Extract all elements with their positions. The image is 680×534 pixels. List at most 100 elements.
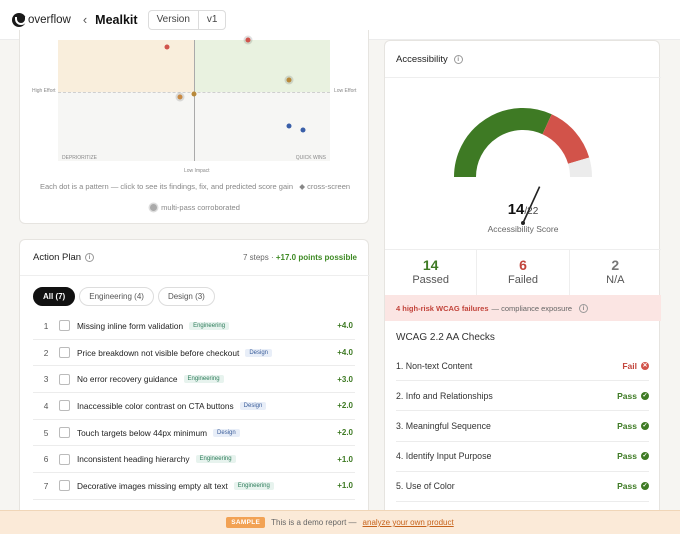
banner-text: This is a demo report — bbox=[271, 518, 357, 527]
sample-badge: SAMPLE bbox=[226, 517, 266, 528]
check-icon: ✓ bbox=[641, 391, 649, 400]
row-number: 5 bbox=[43, 427, 49, 438]
multipass-dot-icon bbox=[150, 204, 158, 211]
row-number: 3 bbox=[43, 374, 49, 385]
wcag-check-row[interactable]: 4. Identify Input Purpose Pass ✓ bbox=[396, 442, 649, 472]
check-status-text: Fail bbox=[622, 360, 637, 371]
risk-alert-text: — compliance exposure bbox=[491, 303, 572, 313]
row-tag: Engineering bbox=[233, 481, 274, 490]
analyze-own-product-link[interactable]: analyze your own product bbox=[362, 518, 454, 527]
matrix-vertical-axis bbox=[194, 40, 195, 161]
version-value[interactable]: v1 bbox=[197, 9, 226, 30]
row-checkbox[interactable] bbox=[59, 480, 70, 492]
checks-title: WCAG 2.2 AA Checks bbox=[396, 332, 495, 343]
row-checkbox[interactable] bbox=[59, 320, 70, 332]
row-checkbox[interactable] bbox=[59, 427, 70, 439]
logo-icon bbox=[12, 12, 27, 27]
table-row[interactable]: 2 Price breakdown not visible before chec… bbox=[33, 340, 355, 367]
row-points: +4.0 bbox=[337, 321, 353, 331]
row-number: 2 bbox=[43, 347, 49, 358]
info-icon[interactable]: i bbox=[85, 253, 95, 262]
label-deprioritize: DEPRIORITIZE bbox=[62, 155, 98, 161]
action-plan-header: Action Plan i 7 steps · +17.0 points pos… bbox=[20, 240, 370, 276]
row-tag: Design bbox=[239, 401, 267, 410]
priority-matrix-card: DEPRIORITIZE QUICK WINS High Effort Low … bbox=[19, 30, 369, 224]
check-icon: ✓ bbox=[641, 482, 649, 491]
gauge-passed-arc bbox=[454, 108, 552, 178]
check-status-text: Pass bbox=[617, 420, 637, 431]
wcag-check-row[interactable]: 2. Info and Relationships Pass ✓ bbox=[396, 381, 649, 412]
priority-matrix: DEPRIORITIZE QUICK WINS bbox=[58, 37, 330, 161]
check-status: Pass ✓ bbox=[617, 451, 649, 461]
table-row[interactable]: 4 Inaccessible color contrast on CTA butt… bbox=[33, 393, 355, 420]
stat-value: 2 bbox=[611, 257, 620, 273]
pattern-dot[interactable] bbox=[286, 123, 292, 129]
logo[interactable]: overflow bbox=[12, 12, 71, 27]
label-quick-wins: QUICK WINS bbox=[295, 155, 326, 161]
accessibility-score: 14/22 bbox=[385, 201, 661, 218]
wcag-check-row[interactable]: 3. Meaningful Sequence Pass ✓ bbox=[396, 411, 649, 442]
info-icon[interactable]: i bbox=[579, 303, 588, 313]
row-checkbox[interactable] bbox=[59, 453, 70, 465]
row-tag: Design bbox=[213, 428, 240, 437]
row-tag: Design bbox=[245, 348, 273, 357]
logo-text: overflow bbox=[28, 13, 71, 26]
row-number: 7 bbox=[43, 480, 49, 491]
row-points: +3.0 bbox=[337, 374, 353, 384]
stat-value: 14 bbox=[422, 257, 439, 273]
gauge-needle bbox=[522, 186, 541, 224]
multipass-legend-text: multi-pass corroborated bbox=[161, 203, 240, 212]
row-points: +4.0 bbox=[337, 348, 353, 358]
row-title: Touch targets below 44px minimum bbox=[77, 427, 208, 438]
row-points: +1.0 bbox=[337, 481, 353, 491]
table-row[interactable]: 6 Inconsistent heading hierarchy Engineeri… bbox=[33, 446, 355, 474]
check-status: Pass ✓ bbox=[617, 421, 649, 431]
version-label: Version bbox=[156, 13, 190, 25]
version-selector[interactable]: Version v1 bbox=[147, 9, 227, 30]
axis-label-high-effort: High Effort bbox=[32, 88, 56, 94]
tab-filter[interactable]: Design (3) bbox=[157, 287, 215, 306]
pattern-dot[interactable] bbox=[164, 44, 170, 50]
accessibility-gauge bbox=[454, 108, 592, 225]
tab-filter[interactable]: All (7) bbox=[33, 287, 76, 306]
check-label: 1. Non-text Content bbox=[396, 360, 473, 371]
row-title: Missing inline form validation bbox=[77, 320, 184, 331]
check-icon: ✓ bbox=[641, 421, 649, 430]
pattern-dot[interactable] bbox=[177, 94, 183, 100]
row-checkbox[interactable] bbox=[59, 400, 70, 412]
table-row[interactable]: 5 Touch targets below 44px minimum Design +… bbox=[33, 420, 355, 447]
back-chevron-icon[interactable]: ‹ bbox=[82, 12, 88, 27]
action-plan-card: Action Plan i 7 steps · +17.0 points pos… bbox=[19, 239, 370, 529]
check-icon: ✓ bbox=[641, 452, 649, 461]
table-row[interactable]: 7 Decorative images missing empty alt tex… bbox=[33, 473, 355, 500]
pattern-dot[interactable] bbox=[300, 127, 306, 133]
pattern-dot[interactable] bbox=[286, 77, 292, 83]
quadrant-bottom-left bbox=[58, 92, 194, 161]
multipass-legend: multi-pass corroborated bbox=[20, 203, 370, 212]
check-status-text: Pass bbox=[617, 481, 637, 492]
wcag-checks-list: 1. Non-text Content Fail ✕ 2. Info and Rela… bbox=[396, 351, 649, 502]
row-checkbox[interactable] bbox=[59, 373, 70, 385]
table-row[interactable]: 3 No error recovery guidance Engineering +3… bbox=[33, 366, 355, 394]
table-row[interactable]: 1 Missing inline form validation Engineeri… bbox=[33, 313, 355, 340]
stat-label: Passed bbox=[412, 274, 450, 286]
stat-value: 6 bbox=[519, 257, 527, 273]
row-points: +2.0 bbox=[337, 401, 353, 411]
pattern-dot[interactable] bbox=[245, 37, 251, 43]
score-total: /22 bbox=[524, 206, 539, 217]
quadrant-top-right bbox=[194, 40, 330, 92]
wcag-check-row[interactable]: 5. Use of Color Pass ✓ bbox=[396, 472, 649, 502]
action-plan-summary: 7 steps · +17.0 points possible bbox=[243, 253, 357, 262]
pattern-dot[interactable] bbox=[191, 91, 197, 97]
project-name: Mealkit bbox=[95, 12, 138, 27]
info-icon[interactable]: i bbox=[453, 54, 463, 64]
check-status-text: Pass bbox=[617, 451, 637, 462]
risk-alert-strong: 4 high-risk WCAG failures bbox=[396, 303, 489, 313]
check-status: Pass ✓ bbox=[617, 391, 649, 401]
check-label: 3. Meaningful Sequence bbox=[396, 420, 491, 431]
row-checkbox[interactable] bbox=[59, 347, 70, 359]
tab-filter[interactable]: Engineering (4) bbox=[79, 287, 154, 306]
gauge-failed-arc bbox=[542, 114, 590, 165]
wcag-check-row[interactable]: 1. Non-text Content Fail ✕ bbox=[396, 351, 649, 382]
check-status: Fail ✕ bbox=[622, 361, 649, 371]
